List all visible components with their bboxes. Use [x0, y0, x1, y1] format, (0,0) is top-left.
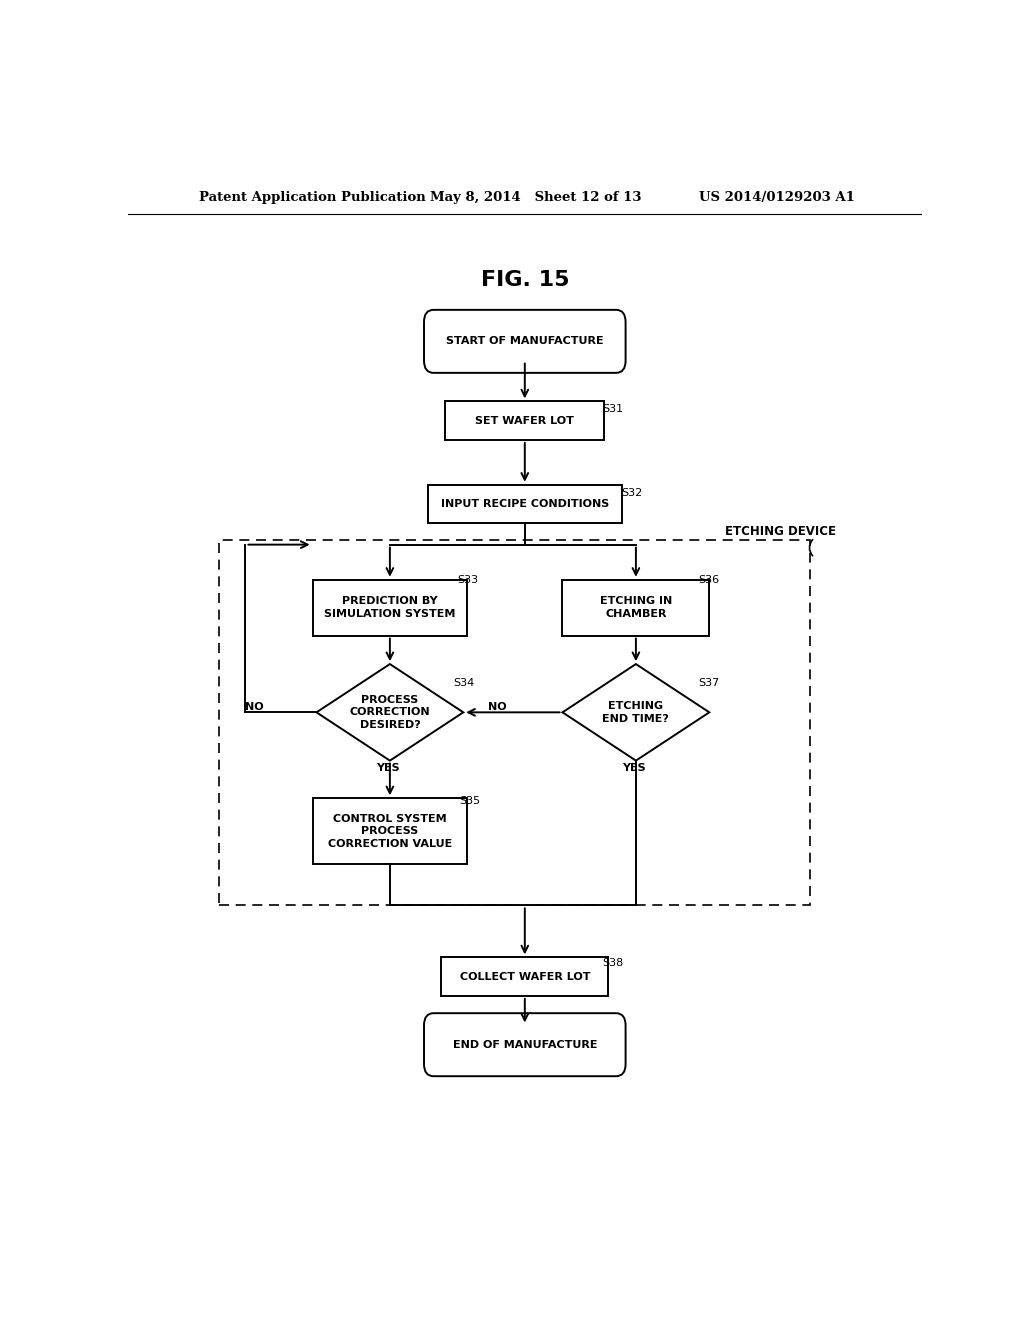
Polygon shape [562, 664, 710, 760]
Text: NO: NO [487, 702, 506, 713]
Bar [428, 484, 622, 523]
Text: START OF MANUFACTURE: START OF MANUFACTURE [446, 337, 603, 346]
Text: FIG. 15: FIG. 15 [480, 271, 569, 290]
Text: ETCHING DEVICE: ETCHING DEVICE [725, 525, 836, 539]
Text: S31: S31 [602, 404, 624, 414]
Bar [445, 401, 604, 440]
Text: S37: S37 [697, 678, 719, 688]
Text: May 8, 2014   Sheet 12 of 13: May 8, 2014 Sheet 12 of 13 [430, 190, 641, 203]
Bar [219, 540, 811, 906]
Text: S35: S35 [460, 796, 481, 805]
Bar [562, 579, 710, 636]
Text: PREDICTION BY
SIMULATION SYSTEM: PREDICTION BY SIMULATION SYSTEM [325, 597, 456, 619]
FancyBboxPatch shape [424, 1014, 626, 1076]
Text: COLLECT WAFER LOT: COLLECT WAFER LOT [460, 972, 590, 982]
Polygon shape [316, 664, 463, 760]
Text: INPUT RECIPE CONDITIONS: INPUT RECIPE CONDITIONS [440, 499, 609, 510]
Text: S38: S38 [602, 958, 624, 969]
Bar [312, 799, 467, 865]
Text: YES: YES [376, 763, 399, 774]
Text: END OF MANUFACTURE: END OF MANUFACTURE [453, 1040, 597, 1049]
Text: S33: S33 [458, 576, 478, 585]
Text: Patent Application Publication: Patent Application Publication [200, 190, 426, 203]
Text: ETCHING
END TIME?: ETCHING END TIME? [602, 701, 670, 723]
Text: YES: YES [622, 763, 645, 774]
Text: S32: S32 [622, 488, 643, 498]
Bar [441, 957, 608, 995]
Text: CONTROL SYSTEM
PROCESS
CORRECTION VALUE: CONTROL SYSTEM PROCESS CORRECTION VALUE [328, 814, 452, 849]
Text: S36: S36 [697, 576, 719, 585]
Text: US 2014/0129203 A1: US 2014/0129203 A1 [699, 190, 855, 203]
Bar [312, 579, 467, 636]
Text: PROCESS
CORRECTION
DESIRED?: PROCESS CORRECTION DESIRED? [349, 694, 430, 730]
FancyBboxPatch shape [424, 310, 626, 372]
Text: SET WAFER LOT: SET WAFER LOT [475, 416, 574, 425]
Text: S34: S34 [454, 678, 475, 688]
Text: ETCHING IN
CHAMBER: ETCHING IN CHAMBER [600, 597, 672, 619]
Text: NO: NO [246, 702, 264, 713]
